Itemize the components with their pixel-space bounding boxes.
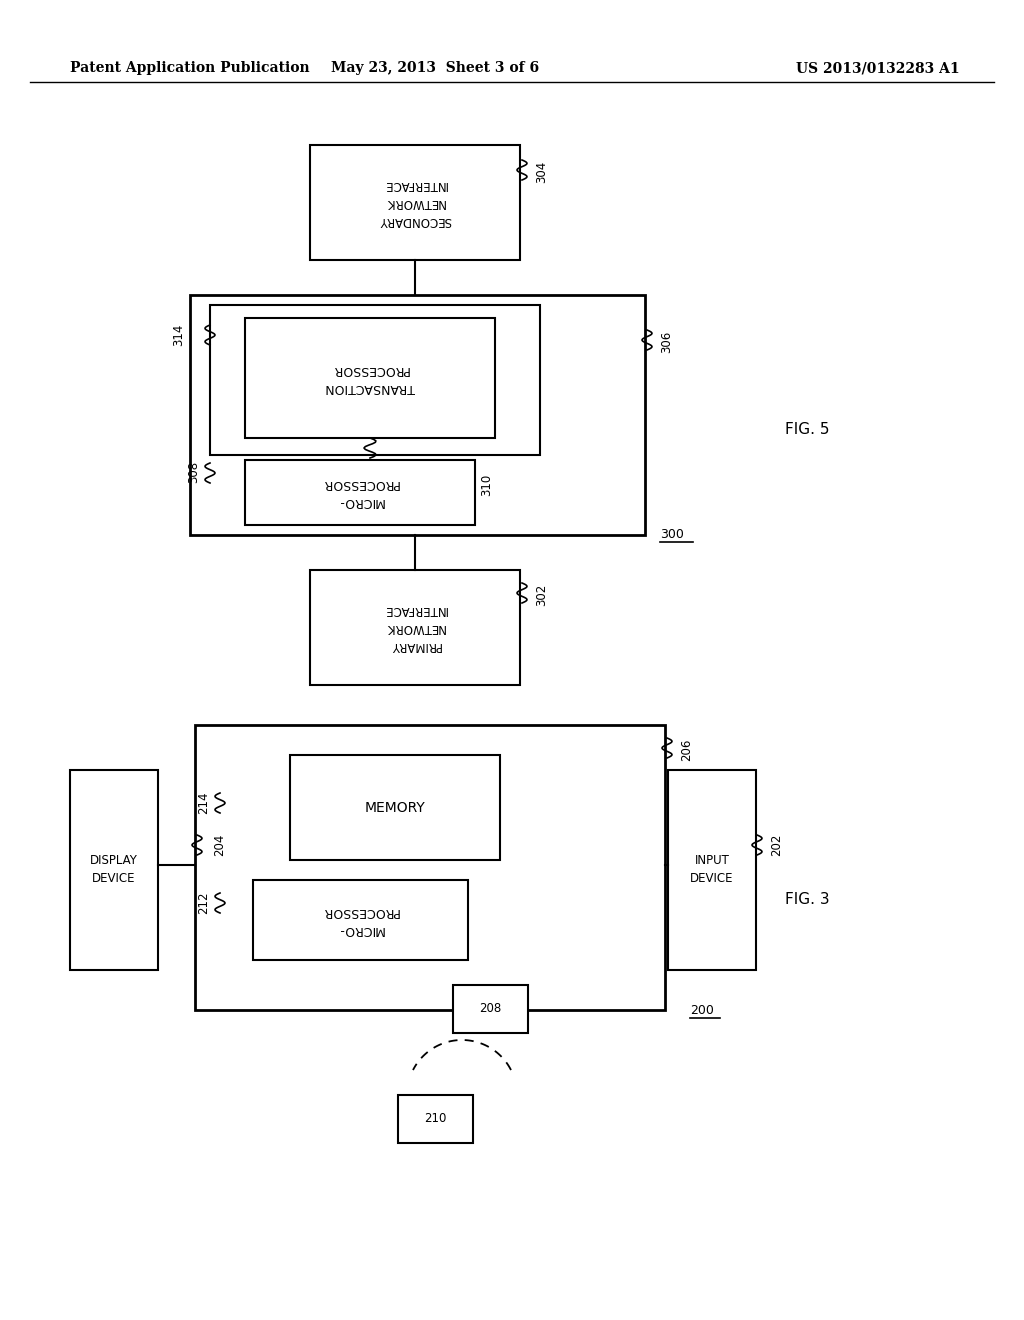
Bar — [290, 755, 500, 861]
Text: MEMORY: MEMORY — [365, 800, 425, 814]
Text: 210: 210 — [424, 1113, 446, 1126]
Text: MICRO-
PROCESSOR: MICRO- PROCESSOR — [322, 904, 399, 936]
Text: May 23, 2013  Sheet 3 of 6: May 23, 2013 Sheet 3 of 6 — [331, 61, 539, 75]
Text: MICRO-
PROCESSOR: MICRO- PROCESSOR — [322, 477, 398, 508]
Text: TRANSACTION
PROCESSOR: TRANSACTION PROCESSOR — [326, 363, 415, 393]
Text: 202: 202 — [770, 834, 783, 857]
Bar — [453, 985, 528, 1034]
Bar — [310, 570, 520, 685]
Text: DISPLAY
DEVICE: DISPLAY DEVICE — [90, 854, 138, 886]
Text: 304: 304 — [535, 161, 548, 183]
Text: Patent Application Publication: Patent Application Publication — [70, 61, 309, 75]
Text: 208: 208 — [479, 1002, 502, 1015]
Text: US 2013/0132283 A1: US 2013/0132283 A1 — [797, 61, 961, 75]
Text: SECONDARY
NETWORK
INTERFACE: SECONDARY NETWORK INTERFACE — [379, 178, 452, 227]
Text: 204: 204 — [213, 834, 226, 857]
Text: PRIMARY
NETWORK
INTERFACE: PRIMARY NETWORK INTERFACE — [383, 603, 446, 652]
Text: 310: 310 — [480, 474, 493, 496]
Bar — [245, 318, 495, 438]
Bar — [70, 770, 158, 970]
Text: 300: 300 — [660, 528, 684, 541]
Text: 206: 206 — [680, 739, 693, 762]
Text: 302: 302 — [535, 583, 548, 606]
Text: 200: 200 — [690, 1003, 714, 1016]
Text: FIG. 5: FIG. 5 — [785, 422, 829, 437]
Bar — [668, 770, 756, 970]
Bar — [310, 145, 520, 260]
Text: FIG. 3: FIG. 3 — [785, 892, 829, 908]
Text: 306: 306 — [660, 331, 673, 354]
Bar — [190, 294, 645, 535]
Text: 314: 314 — [172, 323, 185, 346]
Bar — [210, 305, 540, 455]
Text: INPUT
DEVICE: INPUT DEVICE — [690, 854, 734, 886]
Bar — [195, 725, 665, 1010]
Text: 212: 212 — [197, 892, 210, 915]
Bar — [398, 1096, 473, 1143]
Text: 214: 214 — [197, 792, 210, 814]
Bar — [245, 459, 475, 525]
Bar — [253, 880, 468, 960]
Text: 308: 308 — [187, 461, 200, 483]
